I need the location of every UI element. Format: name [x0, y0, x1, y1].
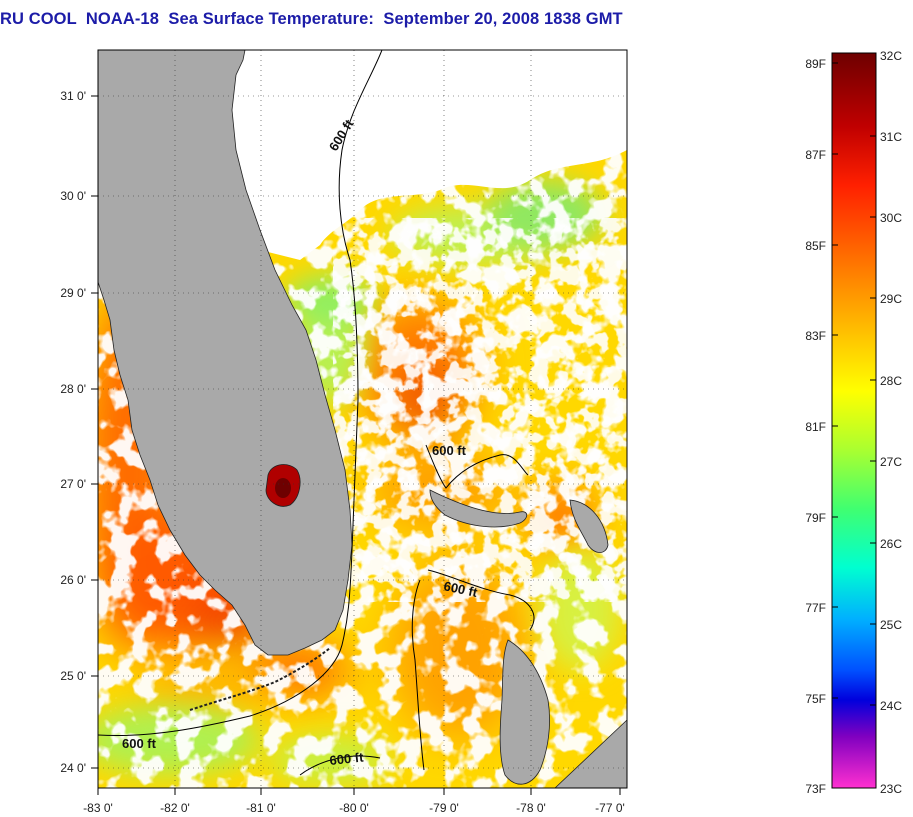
contour-great-bahama-west	[411, 579, 425, 771]
colorbar-c-label: 27C	[880, 455, 902, 469]
colorbar-f-label: 77F	[805, 601, 826, 615]
colorbar-gradient	[831, 52, 877, 789]
cuba-coast	[554, 719, 627, 788]
colorbar-f-label: 89F	[805, 57, 826, 71]
colorbar-c-label: 29C	[880, 292, 902, 306]
colorbar-c-label: 24C	[880, 699, 902, 713]
contour-great-bahama-north	[427, 569, 535, 631]
tick-marks	[91, 95, 621, 795]
contour-little-bahama	[425, 444, 529, 489]
colorbar-c-label: 26C	[880, 537, 902, 551]
lon-tick-label: -83 0'	[83, 801, 113, 815]
contour-label-4: 600 ft	[122, 736, 157, 751]
colorbar-c-label: 30C	[880, 211, 902, 225]
contour-south	[299, 755, 381, 776]
graticule	[98, 50, 627, 788]
lat-tick-label: 31 0'	[60, 89, 86, 103]
contour-florida-shelf	[98, 50, 383, 737]
colorbar: 89F 87F 85F 83F 81F 79F 77F 75F 73F 32C …	[805, 49, 902, 796]
lat-tick-label: 30 0'	[60, 189, 86, 203]
contour-label-5: 600 ft	[329, 749, 365, 768]
colorbar-c-label: 23C	[880, 782, 902, 796]
colorbar-c-label: 25C	[880, 618, 902, 632]
colorbar-f-label: 73F	[805, 782, 826, 796]
contour-label-2: 600 ft	[432, 443, 467, 458]
andros-island	[499, 639, 550, 785]
lon-tick-label: -81 0'	[246, 801, 276, 815]
florida-keys	[189, 647, 331, 711]
colorbar-f-label: 81F	[805, 420, 826, 434]
depth-contours	[98, 50, 535, 776]
lat-tick-label: 24 0'	[60, 761, 86, 775]
lat-tick-label: 26 0'	[60, 573, 86, 587]
lon-tick-label: -79 0'	[429, 801, 459, 815]
colorbar-c-label: 32C	[880, 49, 902, 63]
colorbar-f-label: 83F	[805, 329, 826, 343]
colorbar-c-label: 28C	[880, 374, 902, 388]
lake-center	[275, 478, 291, 498]
colorbar-c-label: 31C	[880, 130, 902, 144]
lon-tick-label: -77 0'	[595, 801, 625, 815]
colorbar-f-label: 87F	[805, 148, 826, 162]
lat-tick-label: 28 0'	[60, 382, 86, 396]
lat-tick-label: 25 0'	[60, 669, 86, 683]
map-title: RU COOL NOAA-18 Sea Surface Temperature:…	[0, 10, 623, 28]
lon-tick-label: -78 0'	[516, 801, 546, 815]
colorbar-f-label: 79F	[805, 511, 826, 525]
lon-tick-label: -80 0'	[339, 801, 369, 815]
abaco-island	[569, 499, 609, 553]
lon-tick-label: -82 0'	[160, 801, 190, 815]
contour-label-3: 600 ft	[442, 578, 479, 600]
lat-tick-label: 27 0'	[60, 477, 86, 491]
colorbar-f-label: 75F	[805, 692, 826, 706]
lat-tick-label: 29 0'	[60, 286, 86, 300]
map-frame	[97, 49, 628, 789]
colorbar-f-label: 85F	[805, 239, 826, 253]
sst-field: 600 ft 600 ft 600 ft 600 ft 600 ft	[98, 50, 627, 788]
grand-bahama	[429, 489, 528, 528]
